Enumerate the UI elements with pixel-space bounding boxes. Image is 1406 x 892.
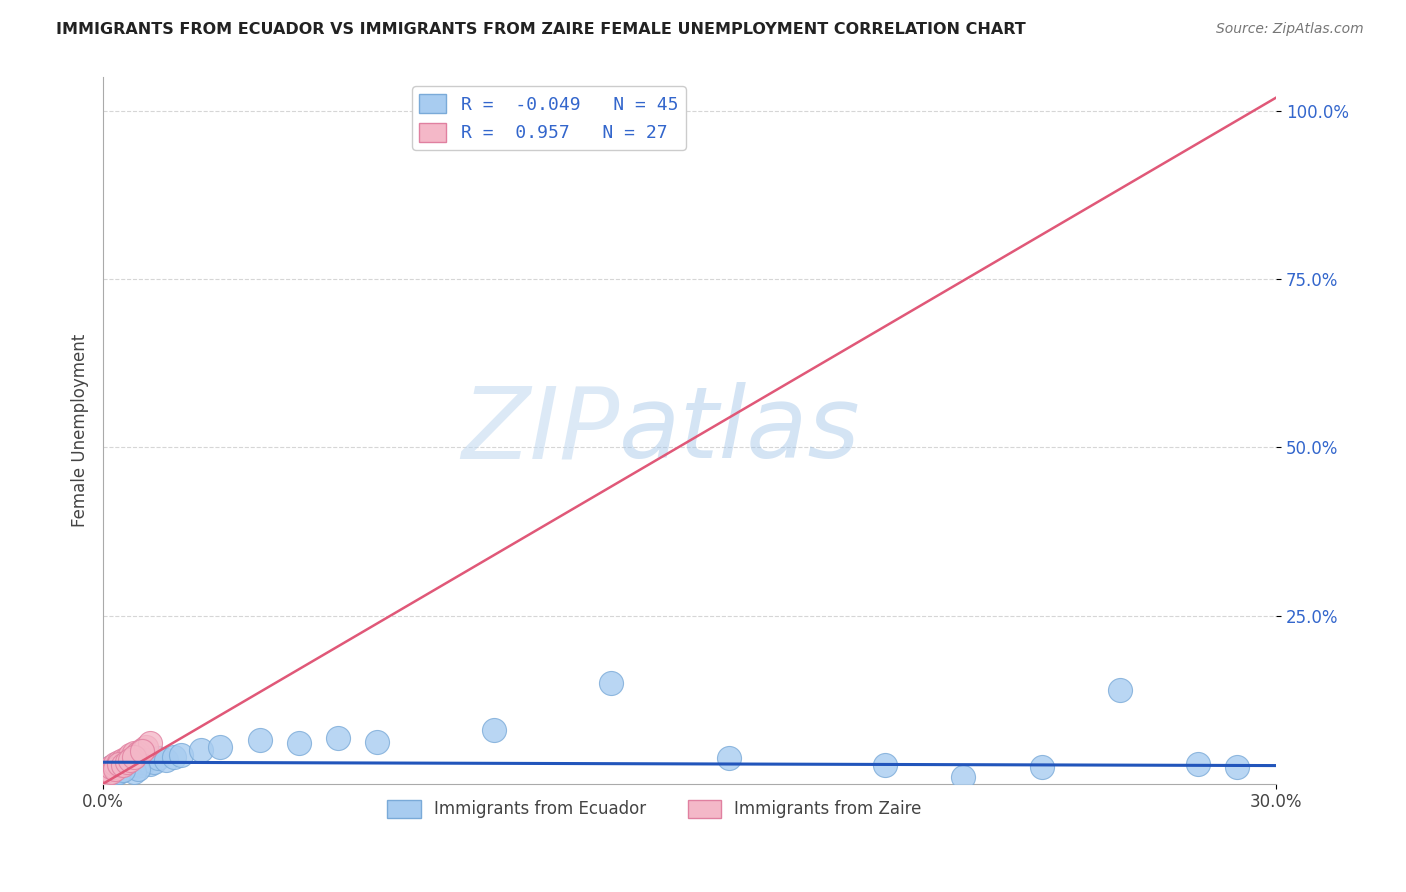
Y-axis label: Female Unemployment: Female Unemployment xyxy=(72,334,89,527)
Point xyxy=(104,756,127,771)
Point xyxy=(139,756,162,771)
Point xyxy=(190,743,212,757)
Point xyxy=(131,758,153,772)
Point xyxy=(115,758,138,772)
Point xyxy=(124,764,146,779)
Point xyxy=(107,758,129,772)
Point xyxy=(155,753,177,767)
Point xyxy=(875,758,897,772)
Point xyxy=(115,760,138,774)
Text: IMMIGRANTS FROM ECUADOR VS IMMIGRANTS FROM ZAIRE FEMALE UNEMPLOYMENT CORRELATION: IMMIGRANTS FROM ECUADOR VS IMMIGRANTS FR… xyxy=(56,22,1026,37)
Point xyxy=(1226,760,1249,774)
Text: ZIP: ZIP xyxy=(461,382,619,479)
Point xyxy=(127,762,149,776)
Point xyxy=(135,753,157,767)
Point xyxy=(100,760,122,774)
Point xyxy=(96,766,118,780)
Point xyxy=(120,755,142,769)
Point xyxy=(100,760,122,774)
Point xyxy=(111,762,134,776)
Point xyxy=(104,766,127,780)
Text: atlas: atlas xyxy=(619,382,860,479)
Point xyxy=(127,747,149,761)
Point xyxy=(162,749,184,764)
Point xyxy=(124,749,146,764)
Point xyxy=(104,762,127,776)
Point xyxy=(107,756,129,771)
Point xyxy=(120,748,142,763)
Point xyxy=(115,751,138,765)
Point xyxy=(1031,760,1053,774)
Point xyxy=(139,736,162,750)
Point xyxy=(249,733,271,747)
Point xyxy=(115,755,138,769)
Point xyxy=(131,743,153,757)
Point xyxy=(96,764,118,778)
Point xyxy=(170,748,193,763)
Point xyxy=(952,770,974,784)
Point xyxy=(209,739,232,754)
Point xyxy=(111,756,134,771)
Point xyxy=(146,751,169,765)
Point xyxy=(104,762,127,776)
Point xyxy=(717,751,740,765)
Point xyxy=(482,723,505,737)
Point xyxy=(127,756,149,771)
Point xyxy=(124,747,146,761)
Point xyxy=(96,764,118,778)
Point xyxy=(107,764,129,778)
Point xyxy=(600,676,623,690)
Point xyxy=(366,735,388,749)
Point xyxy=(115,753,138,767)
Point xyxy=(124,749,146,764)
Point xyxy=(111,758,134,772)
Point xyxy=(107,760,129,774)
Point xyxy=(100,764,122,779)
Point xyxy=(120,756,142,771)
Point xyxy=(111,764,134,778)
Point xyxy=(1187,756,1209,771)
Point xyxy=(124,758,146,772)
Legend: Immigrants from Ecuador, Immigrants from Zaire: Immigrants from Ecuador, Immigrants from… xyxy=(381,793,928,825)
Point xyxy=(120,752,142,766)
Point xyxy=(111,753,134,767)
Point xyxy=(107,764,129,779)
Point xyxy=(100,764,122,779)
Point xyxy=(104,758,127,772)
Point xyxy=(326,731,349,745)
Point xyxy=(111,756,134,771)
Point xyxy=(120,751,142,765)
Point xyxy=(131,744,153,758)
Point xyxy=(131,755,153,769)
Point xyxy=(287,736,309,750)
Text: Source: ZipAtlas.com: Source: ZipAtlas.com xyxy=(1216,22,1364,37)
Point xyxy=(143,755,166,769)
Point xyxy=(124,760,146,774)
Point xyxy=(135,739,157,754)
Point xyxy=(104,760,127,774)
Point xyxy=(1108,682,1130,697)
Point xyxy=(107,755,129,769)
